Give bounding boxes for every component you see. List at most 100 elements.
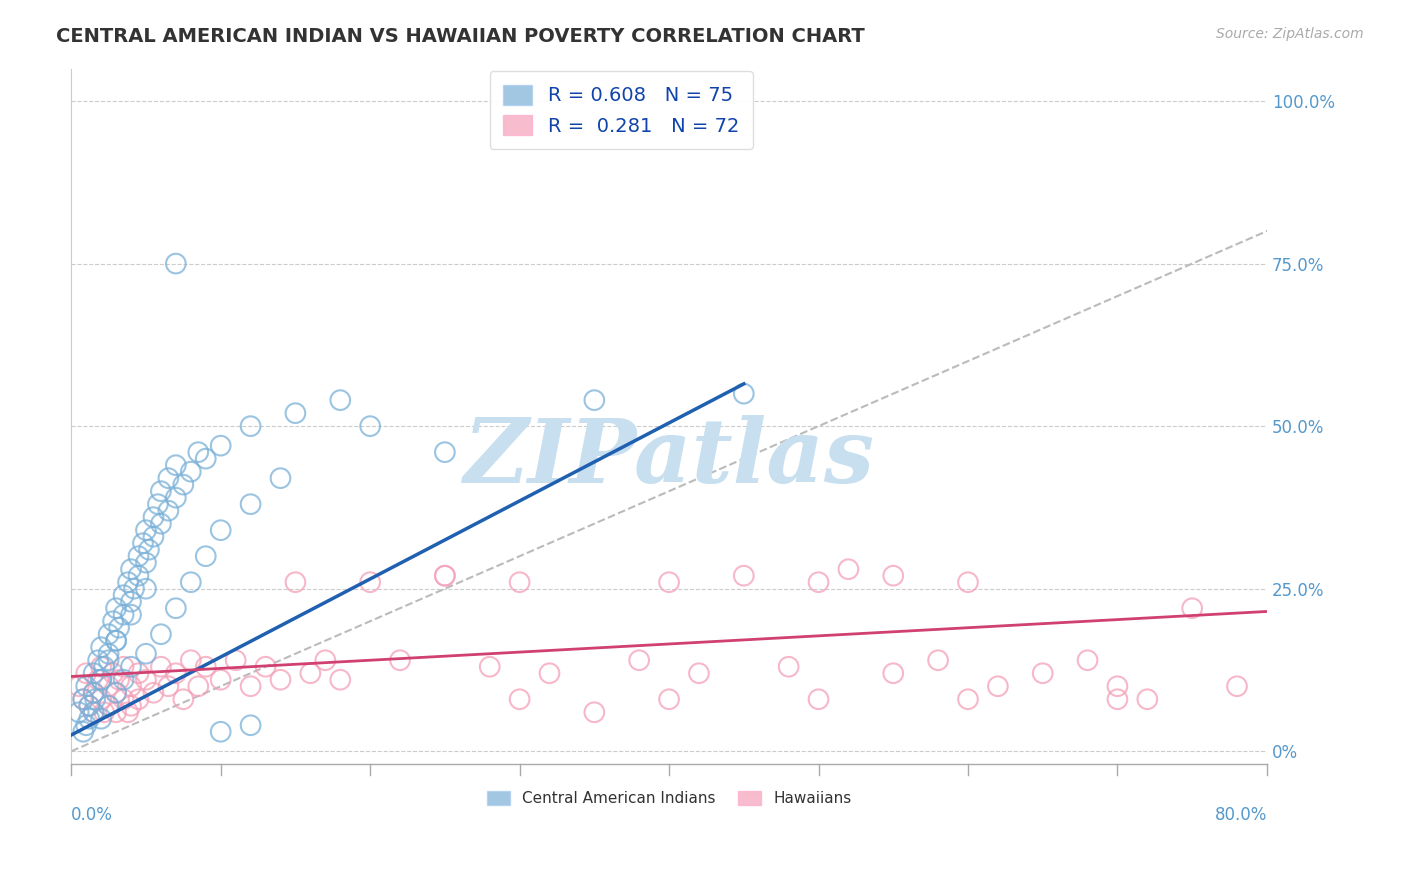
Point <box>97 647 120 661</box>
Point <box>112 659 135 673</box>
Point <box>1107 679 1129 693</box>
Point <box>733 386 755 401</box>
Point <box>956 692 979 706</box>
Point <box>284 575 307 590</box>
Text: Source: ZipAtlas.com: Source: ZipAtlas.com <box>1216 27 1364 41</box>
Point <box>778 659 800 673</box>
Point <box>956 575 979 590</box>
Point <box>132 536 155 550</box>
Point <box>83 686 105 700</box>
Point <box>105 633 128 648</box>
Point <box>329 673 352 687</box>
Point <box>97 698 120 713</box>
Point <box>146 497 169 511</box>
Point <box>172 477 194 491</box>
Point <box>209 439 232 453</box>
Point <box>135 582 157 596</box>
Point <box>538 666 561 681</box>
Point <box>194 451 217 466</box>
Point <box>97 627 120 641</box>
Point <box>105 686 128 700</box>
Point <box>433 445 456 459</box>
Point <box>142 686 165 700</box>
Point <box>688 666 710 681</box>
Point <box>1181 601 1204 615</box>
Point <box>72 692 94 706</box>
Point <box>112 673 135 687</box>
Point <box>67 705 90 719</box>
Point <box>478 659 501 673</box>
Point <box>83 686 105 700</box>
Point <box>165 666 187 681</box>
Point <box>658 692 681 706</box>
Point <box>157 471 180 485</box>
Point <box>83 705 105 719</box>
Point <box>180 465 202 479</box>
Point <box>882 568 904 582</box>
Point <box>1077 653 1099 667</box>
Point <box>807 575 830 590</box>
Point <box>105 601 128 615</box>
Point <box>72 692 94 706</box>
Point <box>165 601 187 615</box>
Point <box>209 724 232 739</box>
Point <box>108 673 131 687</box>
Point <box>138 542 160 557</box>
Point <box>1226 679 1249 693</box>
Point <box>1107 692 1129 706</box>
Point <box>90 692 112 706</box>
Point <box>329 393 352 408</box>
Point <box>135 556 157 570</box>
Point <box>509 692 531 706</box>
Point <box>157 679 180 693</box>
Point <box>67 679 90 693</box>
Point <box>90 673 112 687</box>
Point <box>1032 666 1054 681</box>
Point <box>128 568 150 582</box>
Point <box>269 673 291 687</box>
Point <box>165 257 187 271</box>
Point <box>112 588 135 602</box>
Point <box>299 666 322 681</box>
Point <box>77 712 100 726</box>
Point <box>122 582 145 596</box>
Point <box>135 523 157 537</box>
Point <box>239 497 262 511</box>
Point <box>149 659 172 673</box>
Point <box>83 666 105 681</box>
Point <box>882 666 904 681</box>
Point <box>90 712 112 726</box>
Point <box>112 692 135 706</box>
Point <box>269 471 291 485</box>
Point <box>97 653 120 667</box>
Point <box>93 705 115 719</box>
Point <box>149 627 172 641</box>
Point <box>389 653 412 667</box>
Point <box>194 549 217 564</box>
Point <box>77 698 100 713</box>
Point <box>90 659 112 673</box>
Point <box>105 705 128 719</box>
Point <box>433 568 456 582</box>
Point <box>359 575 381 590</box>
Point <box>105 686 128 700</box>
Point <box>75 718 97 732</box>
Point <box>172 692 194 706</box>
Point <box>142 530 165 544</box>
Text: CENTRAL AMERICAN INDIAN VS HAWAIIAN POVERTY CORRELATION CHART: CENTRAL AMERICAN INDIAN VS HAWAIIAN POVE… <box>56 27 865 45</box>
Point <box>75 666 97 681</box>
Point <box>359 419 381 434</box>
Point <box>433 568 456 582</box>
Point <box>90 673 112 687</box>
Point <box>1136 692 1159 706</box>
Point <box>194 659 217 673</box>
Point <box>83 705 105 719</box>
Point <box>128 549 150 564</box>
Point <box>187 679 209 693</box>
Point <box>927 653 949 667</box>
Point <box>807 692 830 706</box>
Point <box>135 673 157 687</box>
Point <box>101 666 124 681</box>
Point <box>90 640 112 655</box>
Point <box>84 692 107 706</box>
